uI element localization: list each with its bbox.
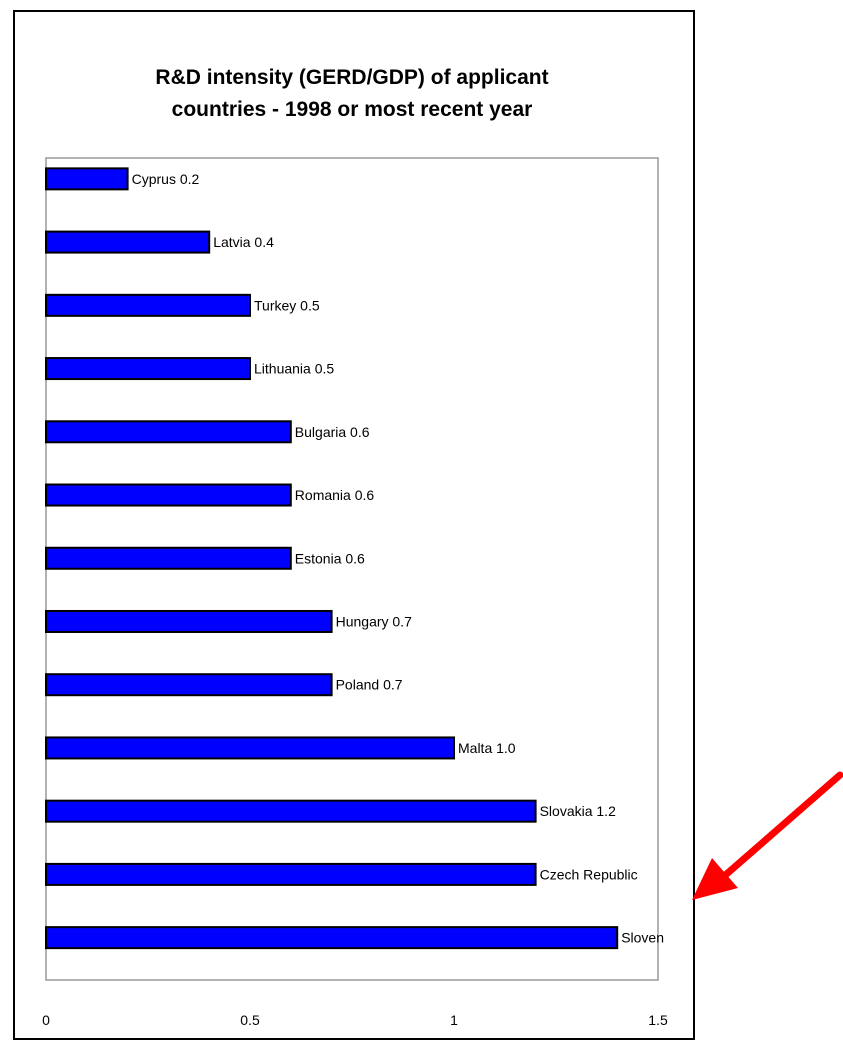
bar-label-6: Estonia 0.6 xyxy=(295,550,365,566)
bar-10 xyxy=(45,799,537,823)
bar-label-3: Lithuania 0.5 xyxy=(254,361,334,377)
bar-2 xyxy=(45,293,251,317)
bar-8 xyxy=(45,673,333,697)
bar-5 xyxy=(45,483,292,507)
bar-12 xyxy=(45,926,619,950)
bar-label-2: Turkey 0.5 xyxy=(254,297,320,313)
bar-label-1: Latvia 0.4 xyxy=(213,234,274,250)
bar-label-5: Romania 0.6 xyxy=(295,487,375,503)
bar-label-8: Poland 0.7 xyxy=(336,677,403,693)
bar-4 xyxy=(45,420,292,444)
bar-9 xyxy=(45,736,455,760)
annotation-arrow xyxy=(692,771,843,900)
bar-label-4: Bulgaria 0.6 xyxy=(295,424,370,440)
x-tick-label-3: 1.5 xyxy=(648,1012,668,1028)
bar-label-10: Slovakia 1.2 xyxy=(540,803,616,819)
bar-0 xyxy=(45,167,129,191)
bar-label-7: Hungary 0.7 xyxy=(336,613,412,629)
bars-group xyxy=(45,167,619,950)
x-tick-label-0: 0 xyxy=(42,1012,50,1028)
chart-title-line-2: countries - 1998 or most recent year xyxy=(172,98,533,121)
x-tick-label-1: 0.5 xyxy=(240,1012,260,1028)
bar-7 xyxy=(45,609,333,633)
bar-label-9: Malta 1.0 xyxy=(458,740,516,756)
x-tick-label-2: 1 xyxy=(450,1012,458,1028)
bar-label-0: Cyprus 0.2 xyxy=(132,171,200,187)
bar-6 xyxy=(45,546,292,570)
bar-labels-group: Cyprus 0.2 Latvia 0.4 Turkey 0.5 Lithuania … xyxy=(132,171,664,946)
bar-label-11: Czech Republic xyxy=(540,866,638,882)
bar-11 xyxy=(45,862,537,886)
bar-3 xyxy=(45,357,251,381)
chart-title-line-1: R&D intensity (GERD/GDP) of applicant xyxy=(155,66,548,89)
x-axis-ticks: 0 0.5 1 1.5 xyxy=(42,1012,668,1028)
bar-1 xyxy=(45,230,211,254)
bar-label-12: Sloven xyxy=(621,930,664,946)
